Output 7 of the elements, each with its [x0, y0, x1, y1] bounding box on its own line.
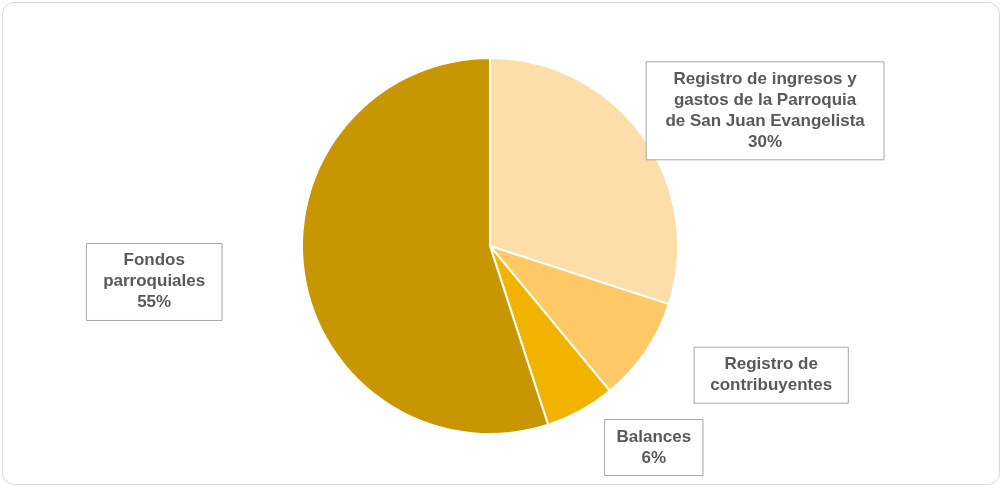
data-label: 30% [748, 131, 783, 151]
slice-label: Fondos parroquiales [103, 250, 206, 291]
slice-label: Registro de ingresos y gastos de la Parroquia de San Juan Evangelista [665, 68, 866, 130]
slice-label: Balances [616, 426, 692, 446]
slice-label: Registro de contribuyentes [710, 354, 833, 395]
data-label: 55% [137, 292, 172, 312]
data-label: 6% [641, 447, 667, 467]
